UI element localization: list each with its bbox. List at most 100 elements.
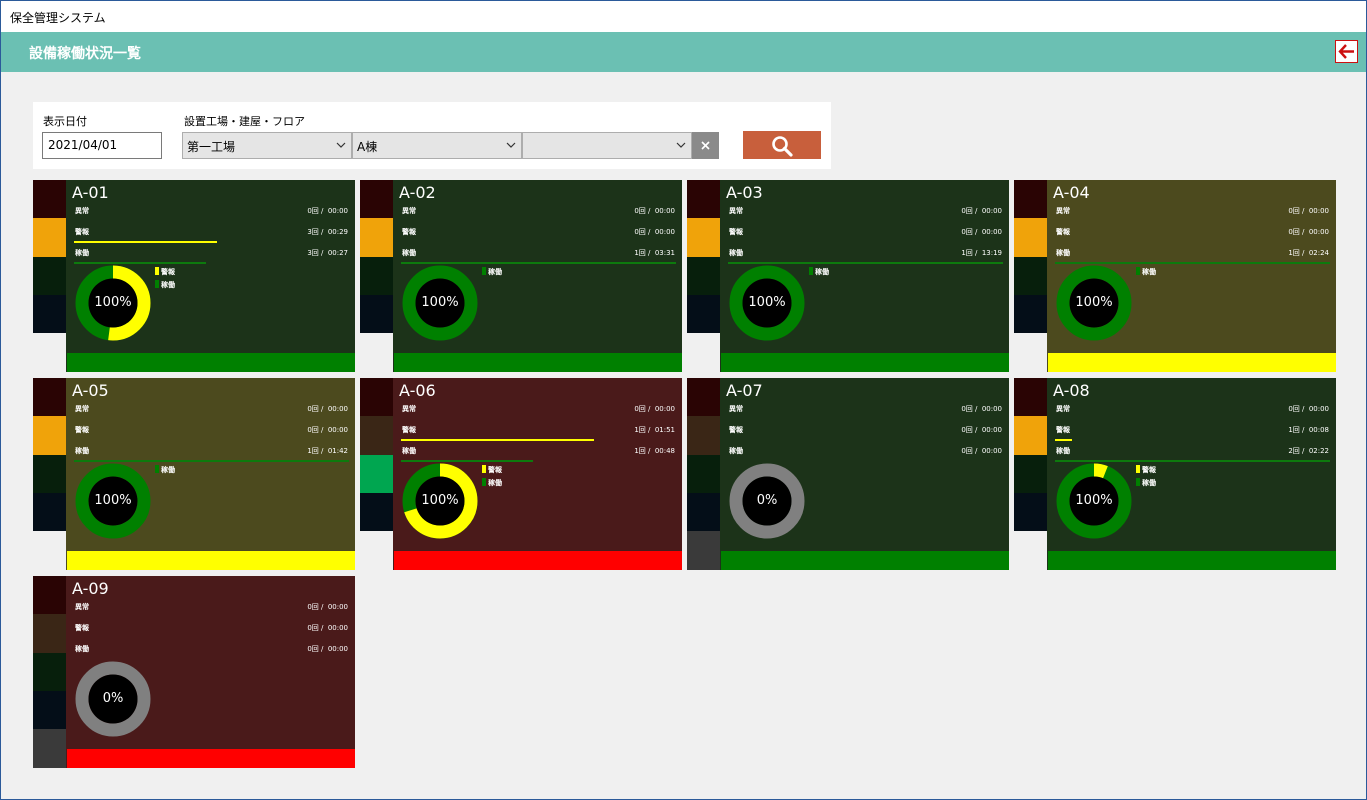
donut-center [1069,278,1119,328]
status-strip-segment [360,378,393,416]
clear-floor-button[interactable] [692,132,719,159]
running-time-bar [401,262,676,264]
legend-item: 稼働 [482,267,502,277]
donut-running-segment [402,265,478,341]
status-bar [67,353,355,372]
status-strip-segment [687,378,720,416]
metric-value: 0回 / 00:00 [307,603,348,611]
status-strip-segment [33,218,66,257]
status-strip-segment [1014,218,1047,257]
legend-swatch [809,267,813,275]
running-time-bar [728,262,1003,264]
metric-label: 警報 [402,426,416,434]
metric-value: 0回 / 00:00 [961,426,1002,434]
status-strip-segment [33,531,66,570]
metric-label: 稼働 [1056,447,1070,455]
metric-value: 0回 / 00:00 [307,645,348,653]
page-header: 設備稼働状況一覧 [1,32,1366,72]
equipment-card[interactable]: A-07 異常 0回 / 00:00 警報 0回 / 00:00 稼働 0回 / 00:00… [687,378,1009,570]
search-button[interactable] [743,131,821,159]
status-strip-segment [1014,455,1047,493]
status-bar [1048,551,1336,570]
factory-select[interactable]: 第一工場 [182,132,352,159]
operation-donut-chart [75,463,151,539]
status-strip-segment [360,218,393,257]
status-strip-segment [1014,295,1047,333]
status-strip-segment [1014,257,1047,295]
metric-value: 1回 / 02:24 [1288,249,1329,257]
donut-center [742,278,792,328]
metric-label: 警報 [75,624,89,632]
metric-label: 稼働 [75,249,89,257]
metric-value: 0回 / 00:00 [961,447,1002,455]
status-strip-segment [687,180,720,218]
legend-item: 稼働 [155,465,175,475]
equipment-card[interactable]: A-02 異常 0回 / 00:00 警報 0回 / 00:00 稼働 1回 / 03:31… [360,180,682,372]
metric-label: 異常 [729,405,743,413]
donut-center [415,278,465,328]
metric-label: 稼働 [729,447,743,455]
donut-running-segment [75,463,151,539]
metric-value: 0回 / 00:00 [634,405,675,413]
equipment-card[interactable]: A-03 異常 0回 / 00:00 警報 0回 / 00:00 稼働 1回 / 13:19… [687,180,1009,372]
equipment-card[interactable]: A-06 異常 0回 / 00:00 警報 1回 / 01:51 稼働 1回 / 00:48… [360,378,682,570]
status-strip-segment [33,614,66,653]
status-strip-segment [360,333,393,372]
equipment-card[interactable]: A-05 異常 0回 / 00:00 警報 0回 / 00:00 稼働 1回 / 01:42… [33,378,355,570]
floor-select[interactable] [522,132,692,159]
operation-rate: 100% [94,493,132,508]
metric-label: 異常 [75,405,89,413]
legend-item: 稼働 [1136,478,1156,488]
running-time-bar [74,262,206,264]
metric-label: 異常 [75,603,89,611]
date-input[interactable]: 2021/04/01 [42,132,162,159]
metric-label: 異常 [402,207,416,215]
metric-value: 0回 / 00:00 [307,624,348,632]
status-strip-segment [687,333,720,372]
building-select[interactable]: A棟 [352,132,522,159]
running-time-bar [1055,262,1330,264]
operation-rate: 100% [1075,295,1113,310]
legend-swatch [1136,267,1140,275]
equipment-card[interactable]: A-04 異常 0回 / 00:00 警報 0回 / 00:00 稼働 1回 / 02:24… [1014,180,1336,372]
donut-center [88,476,138,526]
window-title: 保全管理システム [10,11,106,25]
legend-swatch [1136,465,1140,473]
back-button[interactable] [1335,40,1358,63]
metric-label: 異常 [729,207,743,215]
donut-running-segment [729,265,805,341]
running-time-bar [1055,460,1330,462]
metric-label: 警報 [402,228,416,236]
metric-label: 稼働 [402,249,416,257]
status-bar [67,749,355,768]
status-strip-segment [687,455,720,493]
donut-center [415,476,465,526]
metric-value: 0回 / 00:00 [961,207,1002,215]
equipment-card[interactable]: A-09 異常 0回 / 00:00 警報 0回 / 00:00 稼働 0回 / 00:00… [33,576,355,768]
operation-rate: 100% [748,295,786,310]
donut-center [88,278,138,328]
operation-rate: 100% [421,295,459,310]
metric-label: 警報 [75,228,89,236]
chevron-down-icon [676,142,686,148]
equipment-name: A-09 [72,579,109,598]
status-bar [721,353,1009,372]
metric-label: 異常 [402,405,416,413]
factory-select-value: 第一工場 [187,140,236,154]
status-strip-segment [687,531,720,570]
legend-label: 警報 [488,466,502,474]
status-strip-segment [687,493,720,531]
equipment-card[interactable]: A-01 異常 0回 / 00:00 警報 3回 / 00:29 稼働 3回 / 00:27… [33,180,355,372]
metric-label: 警報 [1056,426,1070,434]
equipment-card[interactable]: A-08 異常 0回 / 00:00 警報 1回 / 00:08 稼働 2回 / 02:22… [1014,378,1336,570]
metric-value: 1回 / 01:42 [307,447,348,455]
metric-label: 異常 [1056,405,1070,413]
chevron-down-icon [506,142,516,148]
operation-rate: 0% [756,493,778,508]
chevron-down-icon [336,142,346,148]
page-title: 設備稼働状況一覧 [29,46,141,62]
legend-label: 警報 [161,268,175,276]
metric-value: 0回 / 00:00 [634,228,675,236]
status-strip-segment [1014,333,1047,372]
